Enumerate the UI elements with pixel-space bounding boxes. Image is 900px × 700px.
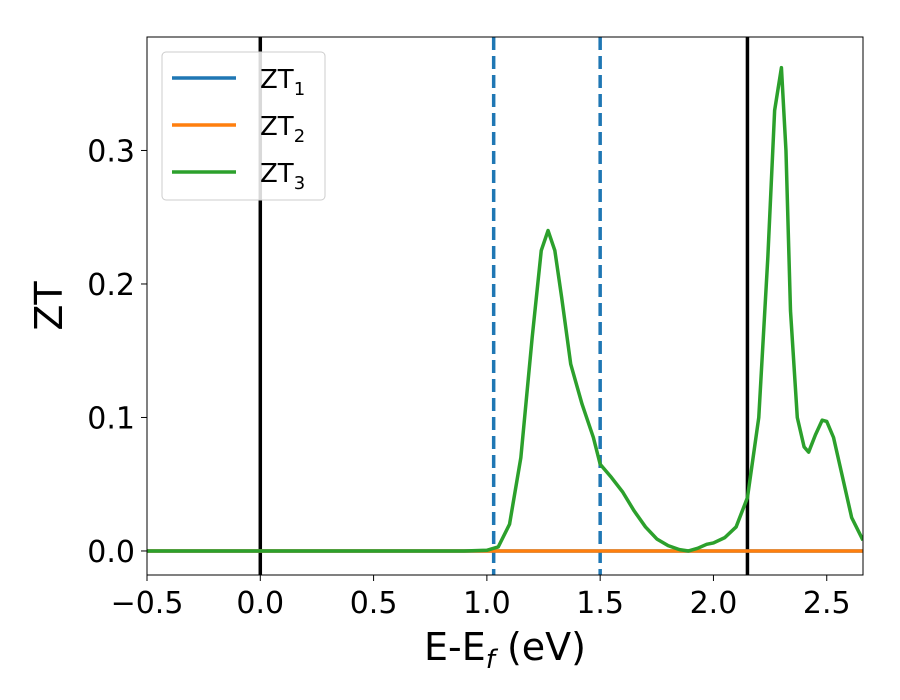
- y-tick-label: 0.3: [87, 134, 135, 169]
- x-tick-label: 2.5: [803, 586, 851, 621]
- x-tick-label: 1.5: [576, 586, 624, 621]
- axes: −0.5 0.0 0.5 1.0 1.5 2.0 2.5 0.0 0.1 0.2 0.3: [87, 36, 864, 621]
- y-tick-label: 0.0: [87, 535, 135, 570]
- y-axis-label: ZT: [27, 281, 71, 331]
- legend-label-zt3: ZT3: [260, 159, 305, 194]
- plot-clip-group: [147, 37, 863, 575]
- y-tick-label: 0.2: [87, 268, 135, 303]
- legend: ZT1 ZT2 ZT3: [161, 51, 326, 201]
- legend-label-zt1: ZT1: [260, 65, 305, 100]
- plot-frame: [146, 36, 864, 576]
- x-tick-label: 0.0: [236, 586, 284, 621]
- x-tick-label: 0.5: [350, 586, 398, 621]
- x-tick-label: 1.0: [463, 586, 511, 621]
- x-axis-label: E-Ef (eV): [424, 625, 586, 675]
- legend-label-zt2: ZT2: [260, 112, 305, 147]
- series-line-zt3: [147, 65, 863, 553]
- x-tick-label: −0.5: [111, 586, 184, 621]
- plot-area: [147, 37, 863, 575]
- legend-box: [161, 51, 326, 201]
- x-tick-label: 2.0: [690, 586, 738, 621]
- y-tick-label: 0.1: [87, 401, 135, 436]
